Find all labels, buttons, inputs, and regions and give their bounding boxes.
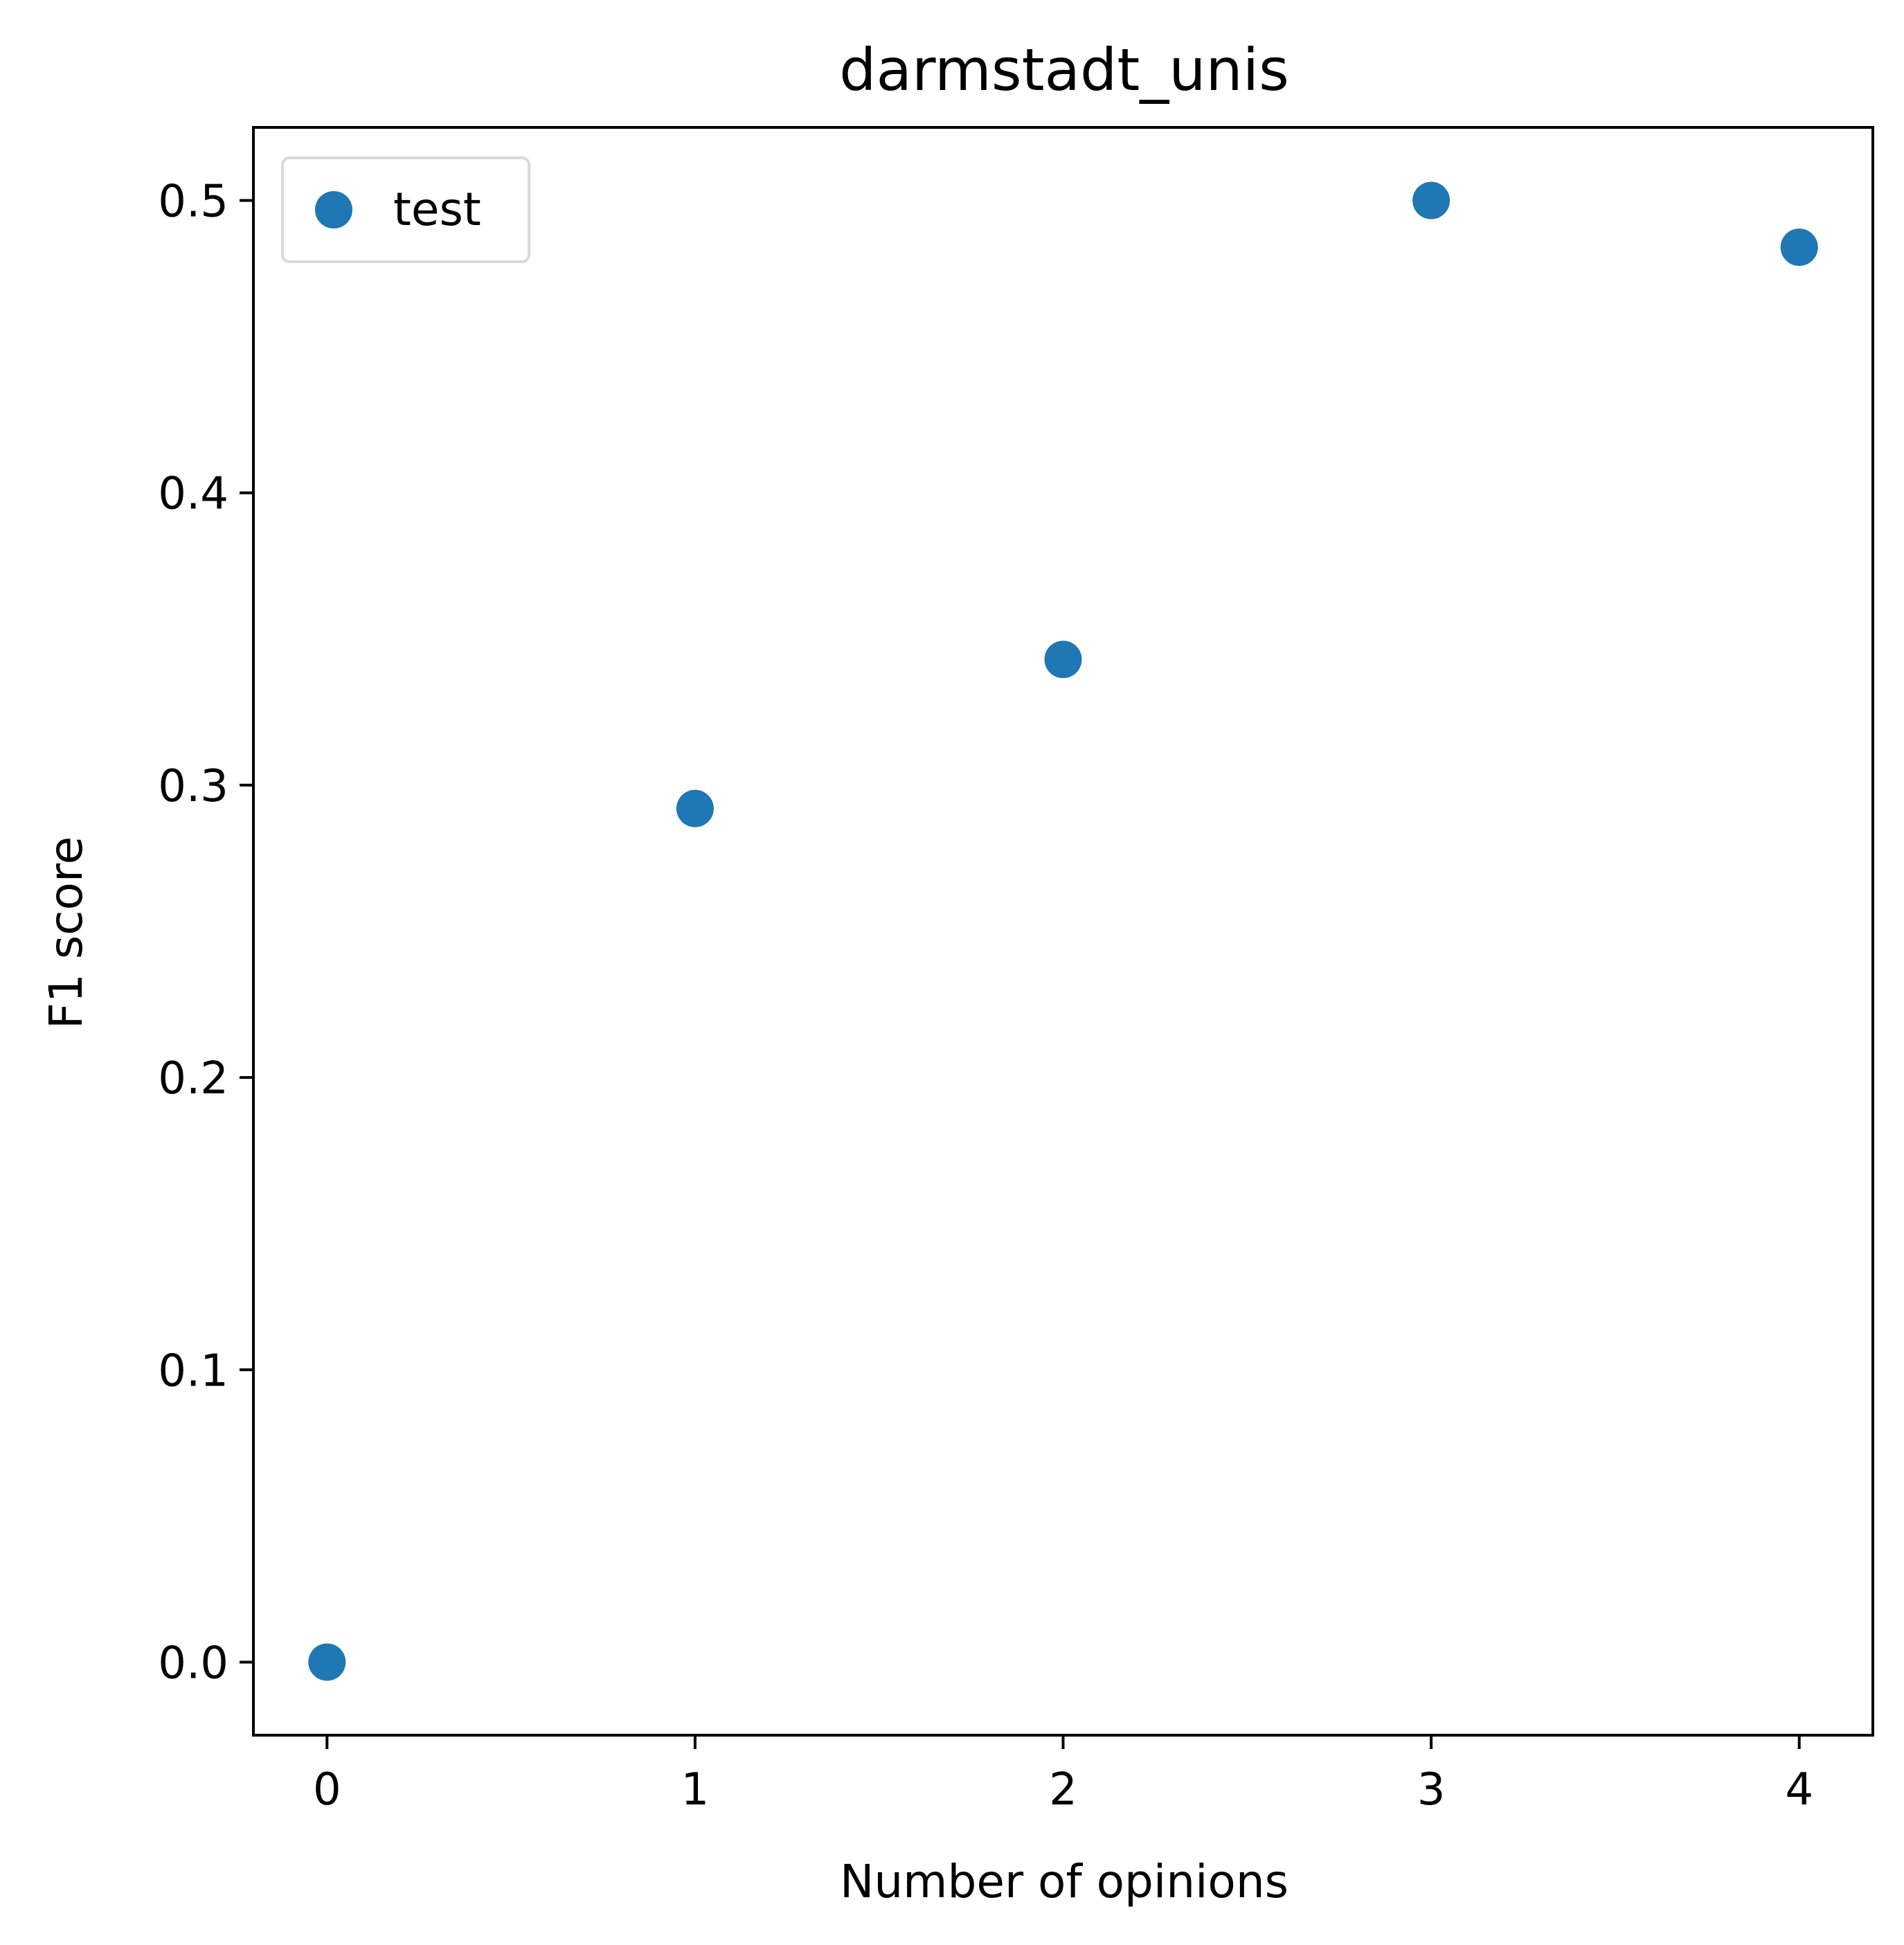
y-tick-label: 0.5 — [158, 177, 228, 228]
x-axis-ticks: 0 1 2 3 4 — [313, 1735, 1813, 1816]
x-tick-label: 2 — [1049, 1764, 1077, 1816]
legend-marker — [315, 191, 352, 228]
data-point — [308, 1643, 346, 1681]
data-point — [1780, 228, 1818, 267]
legend: test — [281, 156, 530, 263]
data-point — [1412, 181, 1451, 219]
x-tick-label: 0 — [313, 1764, 341, 1816]
y-tick-label: 0.2 — [158, 1053, 228, 1104]
y-axis-ticks: 0.0 0.1 0.2 0.3 0.4 0.5 — [158, 177, 253, 1689]
x-tick-label: 3 — [1417, 1764, 1446, 1816]
plot-area-frame — [252, 126, 1874, 1737]
legend-box — [281, 156, 530, 263]
chart-title: darmstadt_unis — [839, 36, 1289, 104]
x-tick-label: 4 — [1785, 1764, 1813, 1816]
scatter-points — [308, 181, 1818, 1681]
legend-label: test — [393, 183, 481, 236]
data-point — [1044, 640, 1082, 679]
x-tick-label: 1 — [681, 1764, 710, 1816]
y-tick-label: 0.3 — [158, 761, 228, 812]
x-axis-label: Number of opinions — [840, 1855, 1288, 1908]
y-tick-label: 0.4 — [158, 469, 228, 520]
data-point — [676, 789, 714, 827]
y-tick-label: 0.0 — [158, 1638, 228, 1689]
y-tick-label: 0.1 — [158, 1345, 228, 1397]
y-axis-label: F1 score — [39, 836, 93, 1029]
